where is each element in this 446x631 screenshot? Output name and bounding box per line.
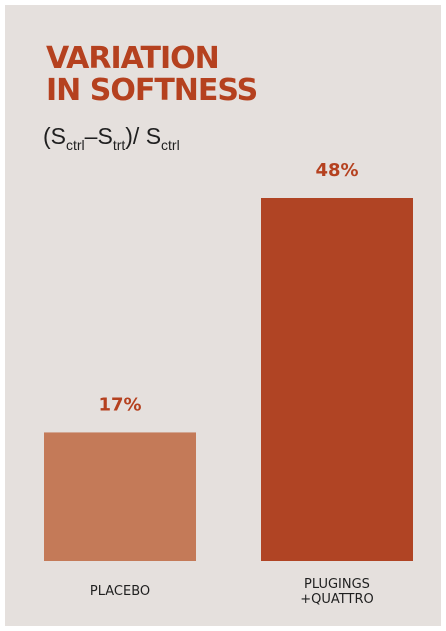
category-label-2: PLUGINGS +QUATTRO [300,577,373,607]
chart-title-line-1: VARIATION [46,41,220,76]
chart-title-line-2: IN SOFTNESS [46,73,258,108]
chart-title: VARIATION IN SOFTNESS [46,41,258,108]
bar-value-label-2: 48% [315,160,358,181]
bar-2 [261,198,413,561]
bar-1 [44,432,196,561]
bar-value-label-1: 17% [98,394,141,415]
chart-subtitle-formula: (Sctrl–Strt)/ Sctrl [43,123,180,153]
category-label-1: PLACEBO [90,584,150,599]
